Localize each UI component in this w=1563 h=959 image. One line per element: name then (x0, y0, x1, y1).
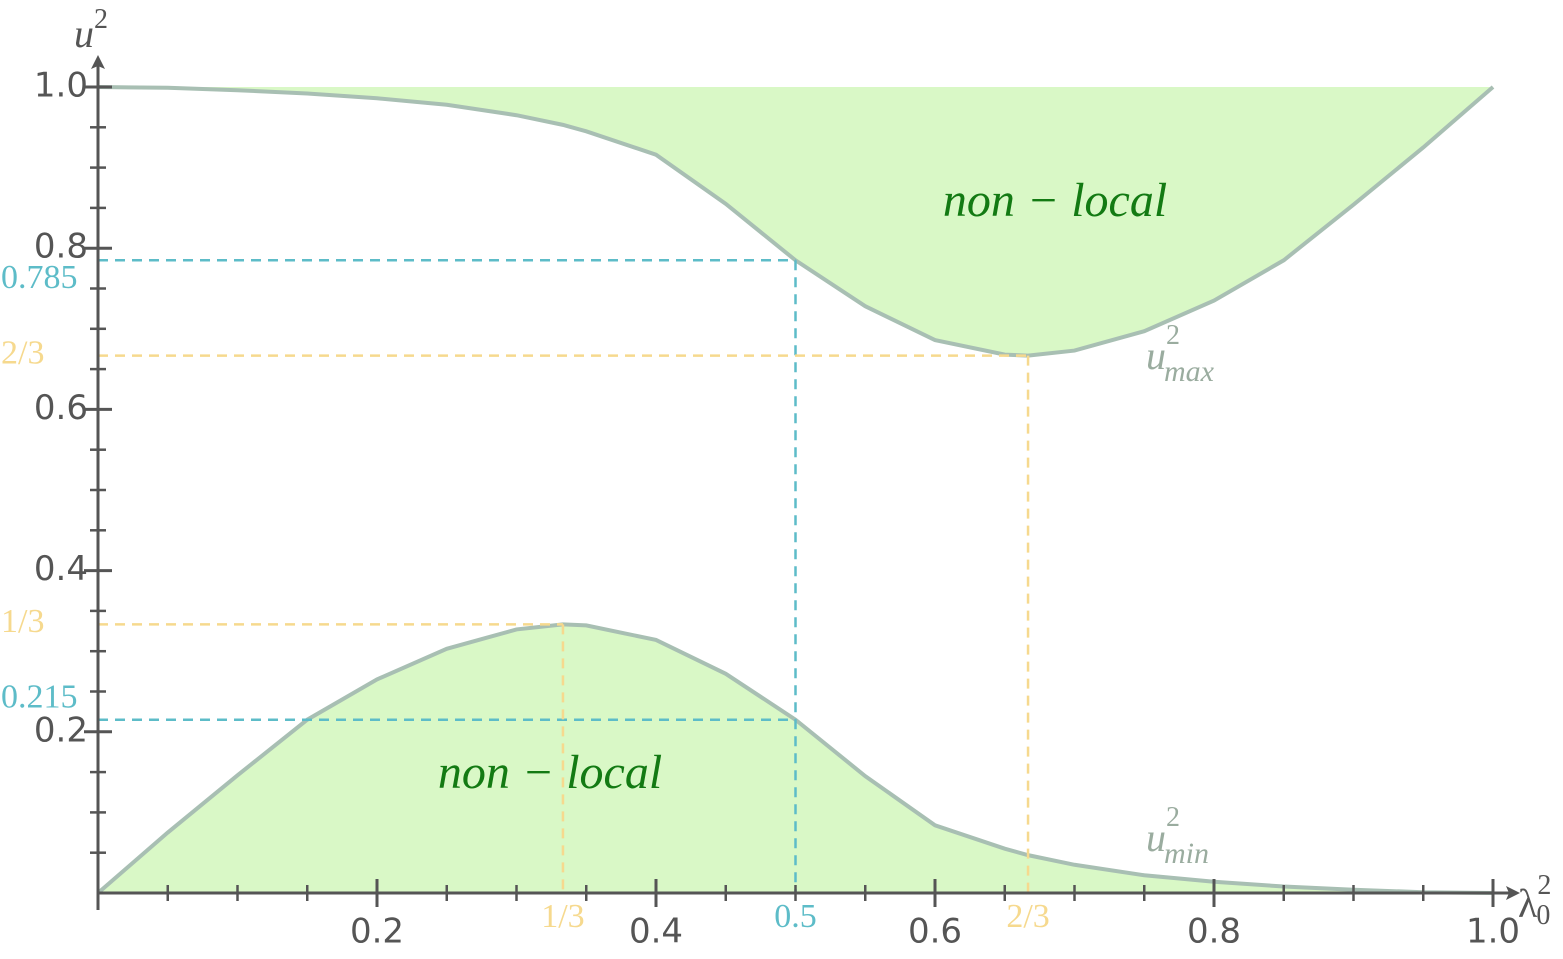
x-tick-label: 0.2 (350, 912, 404, 952)
y-tick-label: 0.6 (34, 388, 88, 428)
y-tick-label: 0.8 (34, 227, 88, 267)
y-axis-label: u2 (74, 4, 108, 56)
annotation: non − local (438, 746, 662, 799)
guides (98, 259, 1030, 893)
guide-y-label: 0.785 (1, 259, 78, 296)
label-base: u (1146, 815, 1166, 860)
annotation: non − local (943, 174, 1167, 227)
x-tick-label: 1.0 (1466, 912, 1520, 952)
x-axis-arrow (1506, 886, 1520, 900)
label-sub: min (1164, 837, 1209, 870)
x-tick-label: 0.4 (629, 912, 683, 952)
y-axis-arrow (91, 55, 105, 69)
label-base: u (1146, 333, 1166, 378)
y-tick-label: 0.2 (34, 710, 88, 750)
label-base: λ (1518, 881, 1538, 926)
guide-x-label: 1/3 (541, 898, 584, 935)
axes: 0.2 0.4 0.6 0.8 1.0 0.2 0.4 0.6 0.8 1.0 (34, 55, 1520, 952)
label-sup: 2 (94, 4, 108, 35)
label-sup: 2 (1166, 320, 1180, 351)
label-sup: 2 (1166, 802, 1180, 833)
area (98, 87, 1493, 356)
guide-x-label: 2/3 (1006, 898, 1049, 935)
x-tick-label: 0.8 (1187, 912, 1241, 952)
label-sub: 0 (1536, 900, 1550, 931)
guide-y-label: 0.215 (1, 679, 78, 716)
label-sub: max (1164, 355, 1215, 388)
x-axis-label: λ2 0 (1518, 870, 1551, 931)
label-base: u (74, 11, 94, 56)
series-label: u2 min (1146, 802, 1209, 869)
guide-x-label: 0.5 (774, 898, 817, 935)
guide-y-label: 1/3 (1, 603, 44, 640)
y-tick-label: 1.0 (34, 66, 88, 106)
series-label: u2 max (1146, 320, 1215, 387)
guide-y-label: 2/3 (1, 334, 44, 371)
label-sup: 2 (1537, 870, 1551, 901)
y-tick-label: 0.4 (34, 549, 88, 589)
x-tick-label: 0.6 (908, 912, 962, 952)
